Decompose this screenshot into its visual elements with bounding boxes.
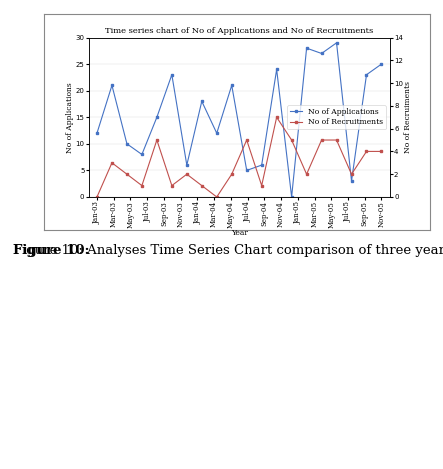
Text: Figure 10: Analyses Time Series Chart comparison of three years between number o: Figure 10: Analyses Time Series Chart co…: [13, 244, 443, 257]
No of Recruitments: [109, 160, 115, 166]
Line: No of Applications: No of Applications: [96, 41, 383, 198]
No of Applications: [154, 114, 159, 120]
No of Recruitments: [304, 171, 309, 177]
No of Recruitments: [139, 183, 144, 189]
No of Applications: [124, 141, 129, 147]
Legend: No of Applications, No of Recruitments: No of Applications, No of Recruitments: [287, 105, 386, 129]
No of Recruitments: [289, 137, 294, 143]
No of Applications: [274, 67, 280, 72]
No of Recruitments: [124, 171, 129, 177]
No of Recruitments: [154, 137, 159, 143]
No of Applications: [139, 151, 144, 157]
No of Applications: [304, 45, 309, 51]
Line: No of Recruitments: No of Recruitments: [96, 116, 383, 198]
No of Applications: [229, 83, 234, 88]
No of Applications: [199, 98, 204, 104]
No of Recruitments: [364, 149, 369, 154]
No of Applications: [214, 130, 219, 136]
Y-axis label: No of Applications: No of Applications: [66, 82, 74, 152]
No of Recruitments: [184, 171, 190, 177]
No of Applications: [289, 194, 294, 200]
No of Applications: [349, 178, 354, 184]
No of Recruitments: [334, 137, 339, 143]
No of Applications: [184, 162, 190, 168]
No of Applications: [94, 130, 100, 136]
No of Recruitments: [214, 194, 219, 200]
No of Applications: [244, 167, 249, 173]
No of Recruitments: [199, 183, 204, 189]
No of Applications: [109, 83, 115, 88]
No of Applications: [379, 61, 384, 67]
No of Recruitments: [244, 137, 249, 143]
Text: Figure 10:: Figure 10:: [13, 244, 90, 257]
No of Recruitments: [349, 171, 354, 177]
No of Recruitments: [379, 149, 384, 154]
No of Applications: [334, 40, 339, 45]
Y-axis label: No of Recruiments: No of Recruiments: [404, 81, 412, 153]
No of Recruitments: [319, 137, 324, 143]
No of Recruitments: [274, 114, 280, 120]
X-axis label: Year: Year: [231, 229, 248, 237]
No of Recruitments: [259, 183, 264, 189]
No of Applications: [319, 51, 324, 56]
No of Applications: [259, 162, 264, 168]
No of Recruitments: [94, 194, 100, 200]
No of Applications: [169, 72, 175, 77]
No of Recruitments: [229, 171, 234, 177]
No of Applications: [364, 72, 369, 77]
No of Recruitments: [169, 183, 175, 189]
Title: Time series chart of No of Applications and No of Recruitments: Time series chart of No of Applications …: [105, 27, 373, 35]
